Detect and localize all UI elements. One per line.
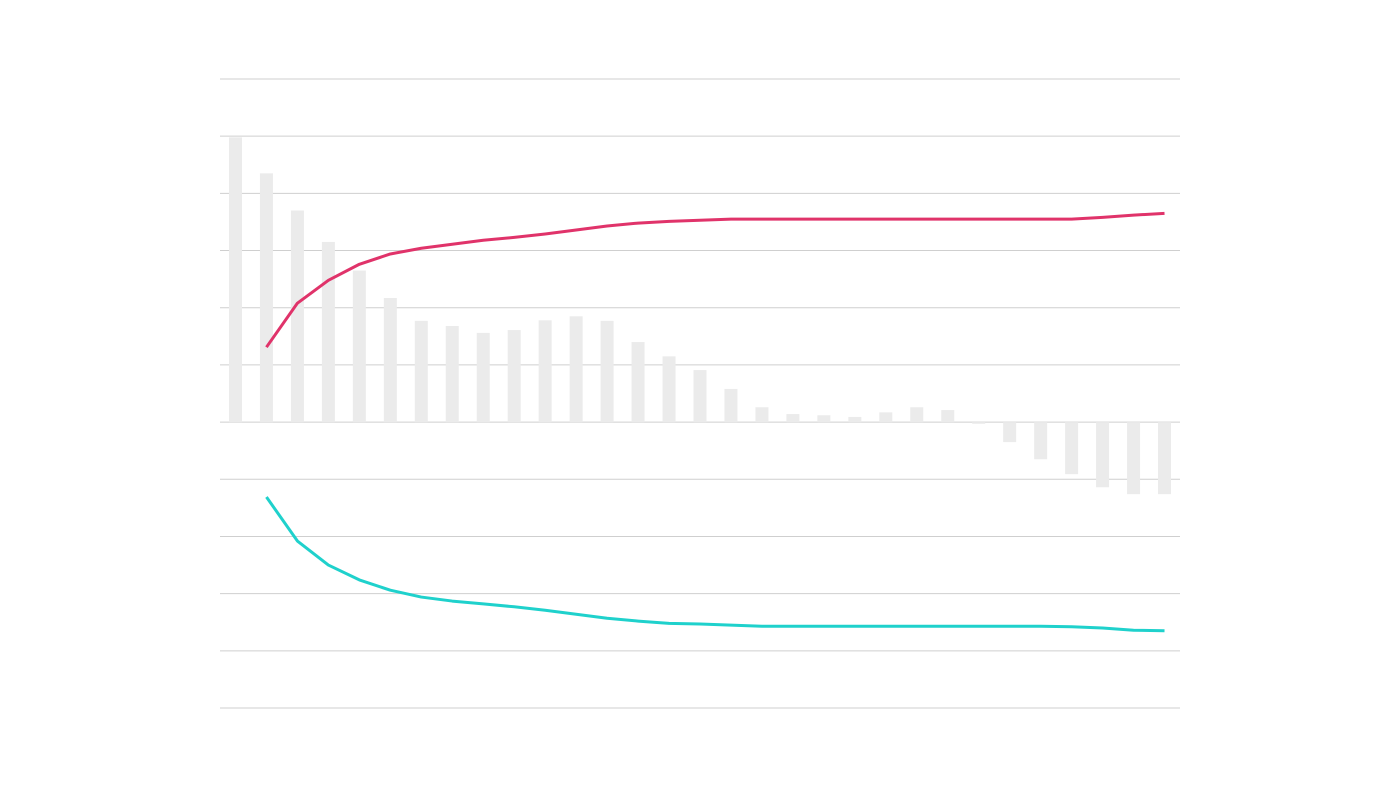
bar — [972, 422, 986, 424]
bar — [1034, 422, 1048, 460]
bar — [910, 407, 924, 423]
bar — [259, 173, 273, 423]
bar — [569, 316, 583, 423]
bar — [321, 241, 335, 423]
bar — [662, 356, 676, 423]
bar — [1127, 422, 1141, 495]
bar — [1003, 422, 1017, 443]
bar — [817, 415, 831, 423]
bar — [414, 320, 428, 423]
bar — [786, 414, 800, 423]
bar — [538, 320, 552, 423]
bar — [848, 416, 862, 423]
bar — [755, 407, 769, 423]
bar — [445, 326, 459, 423]
bar — [476, 332, 490, 423]
line — [265, 211, 1165, 349]
bar — [600, 320, 614, 423]
bar — [1065, 422, 1079, 475]
bar — [724, 388, 738, 423]
bar — [1096, 422, 1110, 488]
bar — [352, 270, 366, 423]
line — [265, 496, 1165, 633]
bar — [631, 342, 645, 423]
bar — [1158, 422, 1172, 495]
bar — [941, 410, 955, 423]
bar — [879, 412, 893, 423]
bar — [383, 298, 397, 423]
bar — [693, 370, 707, 423]
bar — [228, 137, 242, 423]
bar — [290, 210, 304, 423]
bar — [507, 330, 521, 423]
